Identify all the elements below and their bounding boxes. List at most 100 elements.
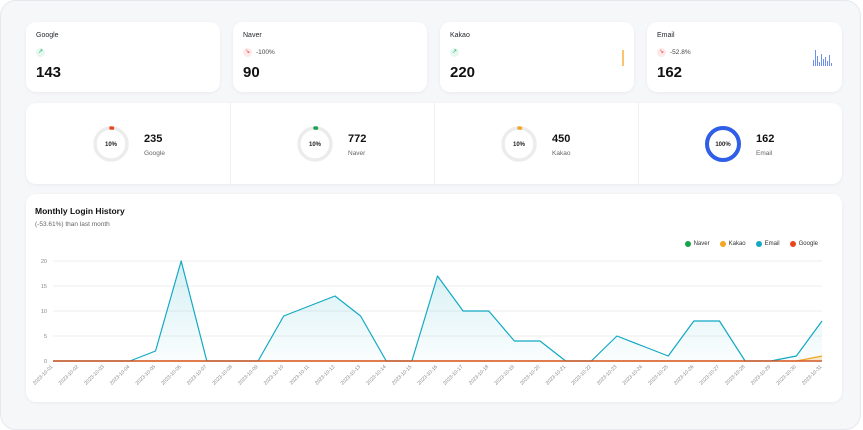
x-tick-label: 2023-10-31 (801, 364, 823, 386)
x-tick-label: 2023-10-10 (263, 364, 285, 386)
legend-label: Naver (693, 241, 710, 247)
donut-chart: 10% (93, 126, 129, 162)
donut-count: 450 (552, 133, 571, 145)
donut-percent: 10% (309, 142, 322, 148)
sparkline (622, 50, 624, 66)
donut-label: Google (144, 150, 165, 157)
series-line-email[interactable] (53, 260, 823, 362)
stat-percent: -100% (256, 49, 275, 56)
donut-count: 162 (756, 133, 775, 145)
y-tick-label: 0 (44, 359, 47, 365)
x-tick-label: 2023-10-16 (417, 364, 439, 386)
donut-chart: 10% (501, 126, 537, 162)
spark-bars (813, 50, 832, 66)
y-tick-label: 20 (41, 259, 47, 265)
donut-count: 235 (144, 133, 163, 145)
x-tick-label: 2023-10-09 (237, 364, 259, 386)
x-tick-label: 2023-10-21 (545, 364, 567, 386)
donut-arc (93, 126, 129, 162)
donut-cell-email: 100% 162 Email (638, 103, 842, 184)
x-tick-label: 2023-10-02 (58, 364, 80, 386)
x-tick-label: 2023-10-29 (750, 364, 772, 386)
legend-label: Kakao (728, 241, 746, 247)
stat-name: Google (36, 32, 59, 39)
chart-title: Monthly Login History (35, 206, 125, 216)
trend-up-icon: ↗ (36, 48, 45, 57)
x-tick-label: 2023-10-19 (493, 364, 515, 386)
stat-name: Email (657, 32, 675, 39)
donut-panel: 10% 235 Google 10% 772 Naver 10% 450 Kak… (26, 103, 842, 184)
x-tick-label: 2023-10-28 (724, 364, 746, 386)
x-tick-label: 2023-10-06 (160, 364, 182, 386)
stat-card-kakao: Kakao ↗ 220 (440, 22, 634, 92)
legend-item[interactable]: Naver (684, 241, 710, 247)
stat-card-google: Google ↗ 143 (26, 22, 220, 92)
stat-value: 90 (243, 64, 260, 81)
stat-name: Naver (243, 32, 262, 39)
x-tick-label: 2023-10-15 (391, 364, 413, 386)
x-tick-label: 2023-10-17 (442, 364, 464, 386)
stat-percent: -52.8% (670, 49, 691, 56)
donut-cell-google: 10% 235 Google (26, 103, 231, 184)
series-area-email (53, 261, 822, 361)
legend-label: Email (764, 241, 780, 247)
donut-cell-naver: 10% 772 Naver (230, 103, 435, 184)
x-tick-label: 2023-10-11 (289, 364, 311, 386)
legend-item[interactable]: Google (789, 241, 818, 247)
x-tick-label: 2023-10-26 (673, 364, 695, 386)
x-tick-label: 2023-10-01 (32, 364, 54, 386)
chart-subtitle: (-53.61%) than last month (35, 221, 110, 228)
x-tick-label: 2023-10-24 (622, 364, 644, 386)
donut-percent: 10% (105, 142, 118, 148)
x-tick-label: 2023-10-30 (775, 364, 797, 386)
stat-value: 143 (36, 64, 62, 81)
stat-card-naver: Naver ↘ -100% 90 (233, 22, 427, 92)
y-tick-label: 15 (41, 284, 47, 290)
donut-count: 772 (348, 133, 367, 145)
x-tick-label: 2023-10-03 (83, 364, 105, 386)
donut-arc (501, 126, 537, 162)
legend-label: Google (798, 241, 818, 247)
legend-dot (789, 241, 796, 247)
chart-legend: Naver Kakao Email Google (684, 241, 818, 247)
legend-item[interactable]: Email (755, 241, 780, 247)
x-tick-label: 2023-10-25 (647, 364, 669, 386)
donut-arc (705, 126, 741, 162)
donut-percent: 10% (513, 142, 526, 148)
legend-dot (684, 241, 691, 247)
donut-label: Kakao (552, 150, 571, 157)
y-tick-label: 10 (41, 309, 47, 315)
donut-percent: 100% (715, 142, 731, 148)
stat-name: Kakao (450, 32, 470, 39)
login-history-card: Monthly Login History (-53.61%) than las… (26, 194, 842, 402)
donut-chart: 100% (705, 126, 741, 162)
stat-value: 162 (657, 64, 683, 81)
legend-dot (755, 241, 762, 247)
x-tick-label: 2023-10-27 (699, 364, 721, 386)
donut-label: Email (756, 150, 773, 157)
trend-up-icon: ↗ (450, 48, 459, 57)
y-tick-label: 5 (44, 334, 47, 340)
x-tick-label: 2023-10-04 (109, 364, 131, 386)
trend-down-icon: ↘ (243, 48, 252, 57)
x-tick-label: 2023-10-08 (212, 364, 234, 386)
x-tick-label: 2023-10-20 (519, 364, 541, 386)
donut-cell-kakao: 10% 450 Kakao (434, 103, 639, 184)
x-tick-label: 2023-10-07 (186, 364, 208, 386)
legend-dot (719, 241, 726, 247)
donut-label: Naver (348, 150, 366, 157)
x-tick-label: 2023-10-22 (570, 364, 592, 386)
stat-card-email: Email ↘ -52.8% 162 (647, 22, 842, 92)
x-tick-label: 2023-10-05 (135, 364, 157, 386)
trend-down-icon: ↘ (657, 48, 666, 57)
legend-item[interactable]: Kakao (719, 241, 746, 247)
donut-arc (297, 126, 333, 162)
x-tick-label: 2023-10-23 (596, 364, 618, 386)
donut-chart: 10% (297, 126, 333, 162)
x-tick-label: 2023-10-14 (365, 364, 387, 386)
x-tick-label: 2023-10-18 (468, 364, 490, 386)
x-tick-label: 2023-10-13 (340, 364, 362, 386)
stat-value: 220 (450, 64, 476, 81)
x-tick-label: 2023-10-12 (314, 364, 336, 386)
